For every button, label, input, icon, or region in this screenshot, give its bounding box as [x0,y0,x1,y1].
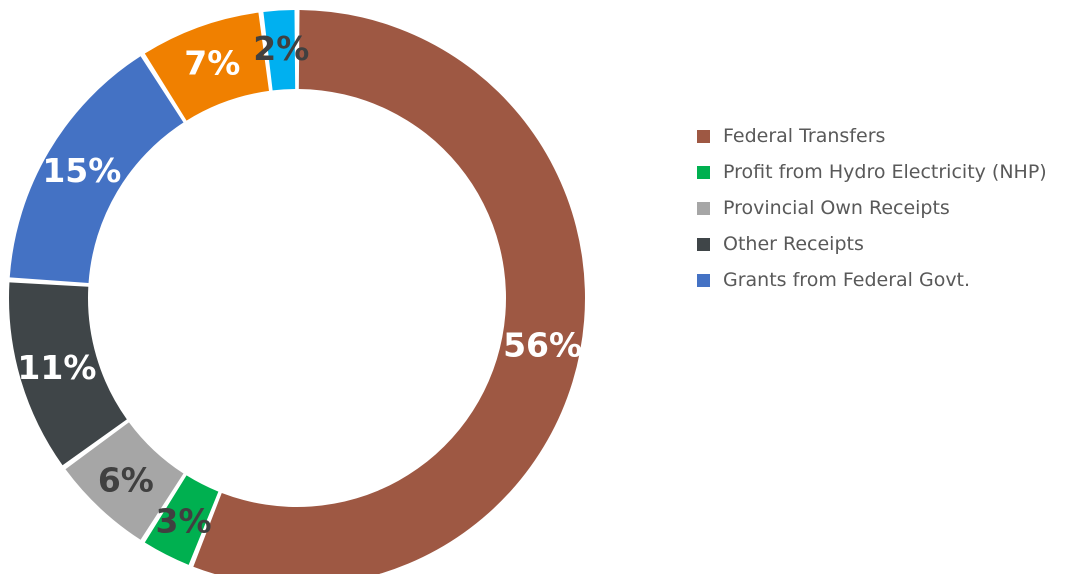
data-label-slice-6: 2% [253,29,309,68]
legend-swatch [697,274,710,287]
legend-item-other-receipts: Other Receipts [697,226,1047,262]
data-label-profit-from-hydro-electricity-nhp: 3% [155,501,211,540]
legend-item-federal-transfers: Federal Transfers [697,118,1047,154]
data-label-slice-4: 15% [42,151,121,190]
legend-item-provincial-own-receipts: Provincial Own Receipts [697,190,1047,226]
legend-swatch [697,166,710,179]
legend-item-hydro-profit: Profit from Hydro Electricity (NHP) [697,154,1047,190]
data-label-provincial-own-receipts: 6% [98,461,154,500]
data-label-other-receipts: 11% [17,348,96,387]
donut-slices [9,10,585,574]
legend-swatch [697,130,710,143]
legend-label: Other Receipts [723,233,864,255]
legend-label: Grants from Federal Govt. [723,269,970,291]
legend-label: Provincial Own Receipts [723,197,950,219]
legend-label: Profit from Hydro Electricity (NHP) [723,161,1047,183]
legend-item-grants-federal: Grants from Federal Govt. [697,262,1047,298]
legend-swatch [697,202,710,215]
chart-legend: Federal Transfers Profit from Hydro Elec… [697,118,1047,298]
data-label-federal-transfers: 56% [503,325,582,364]
data-label-slice-5: 7% [184,43,240,82]
legend-label: Federal Transfers [723,125,885,147]
legend-swatch [697,238,710,251]
slice-federal-transfers [193,10,585,574]
